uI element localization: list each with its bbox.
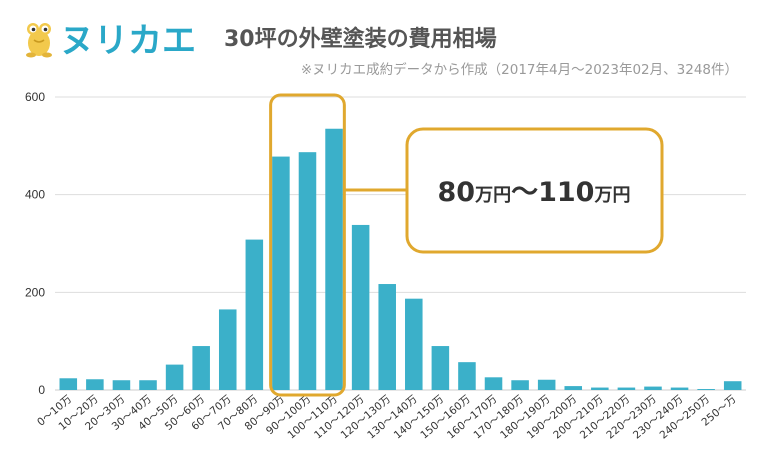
highlight-group: [269, 93, 346, 397]
bar: [564, 386, 583, 390]
bar: [378, 284, 396, 390]
bar: [298, 152, 317, 390]
bar: [591, 387, 609, 390]
frog-mascot-icon: [26, 23, 52, 58]
highlight-range-box: [269, 93, 346, 397]
y-tick-label: 200: [25, 285, 45, 299]
page-title: 30坪の外壁塗装の費用相場: [224, 26, 497, 52]
bar: [325, 128, 343, 390]
bar: [458, 362, 476, 390]
bar: [245, 239, 264, 390]
bar: [86, 379, 104, 390]
bar: [617, 387, 636, 390]
bar: [272, 156, 290, 390]
chart-subtitle: ※ヌリカエ成約データから作成（2017年4月～2023年02月、3248件）: [301, 61, 738, 78]
y-tick-label: 600: [25, 90, 45, 104]
bar: [405, 298, 423, 390]
x-axis: 0～10万10～20万20～30万30～40万40～50万50～60万60～70…: [35, 393, 739, 441]
bar: [484, 377, 503, 390]
bars: [59, 128, 742, 390]
bar: [431, 346, 450, 390]
bar: [59, 378, 78, 390]
y-tick-label: 400: [25, 188, 45, 202]
bar: [511, 380, 529, 390]
bar: [139, 380, 157, 390]
bar: [112, 380, 131, 390]
bar: [723, 381, 742, 390]
bar: [218, 309, 237, 390]
bar: [670, 387, 689, 390]
bar: [537, 379, 556, 390]
logo-text: ヌリカエ: [60, 21, 196, 61]
y-tick-label: 0: [38, 383, 45, 397]
bar: [644, 386, 662, 390]
y-axis: 0 200 400 600: [25, 90, 45, 397]
callout-label: 80万円～110万円: [438, 177, 631, 208]
bar: [165, 364, 184, 390]
bar: [351, 224, 370, 390]
bar: [192, 346, 210, 390]
bar: [697, 389, 715, 390]
